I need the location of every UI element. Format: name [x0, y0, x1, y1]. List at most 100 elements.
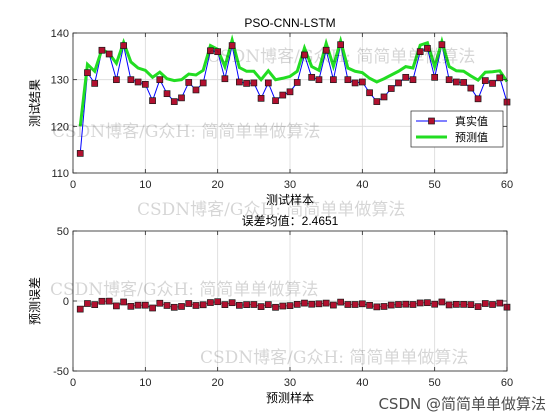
data-point: [105, 50, 113, 58]
data-point: [272, 97, 279, 105]
data-point: [293, 79, 301, 86]
data-point: [134, 78, 142, 86]
data-point: [402, 73, 410, 81]
data-point: [467, 84, 475, 92]
data-point: [236, 301, 243, 309]
data-point: [322, 299, 330, 307]
data-point: [293, 301, 301, 308]
data-point: [409, 76, 417, 84]
x-axis-label: 测试样本: [266, 192, 314, 207]
data-point: [481, 300, 489, 307]
y-tick-label: 50: [57, 226, 69, 238]
data-point: [373, 98, 381, 105]
chart-title: 误差均值：2.4651: [242, 213, 339, 228]
data-point: [496, 74, 504, 82]
data-point: [315, 300, 323, 308]
x-tick-label: 60: [501, 179, 513, 191]
data-point: [178, 303, 185, 310]
y-axis-label: 测试结果: [27, 79, 42, 127]
data-point: [199, 301, 207, 309]
data-point: [76, 150, 84, 157]
x-tick-label: 10: [139, 179, 151, 191]
data-point: [438, 298, 446, 306]
y-tick-label: 0: [63, 296, 69, 308]
data-point: [438, 41, 446, 49]
chart-title: PSO-CNN-LSTM: [244, 16, 335, 30]
x-tick-label: 30: [284, 377, 296, 389]
data-point: [76, 305, 84, 313]
x-tick-label: 50: [429, 179, 441, 191]
data-point: [366, 89, 373, 97]
x-tick-label: 40: [356, 377, 368, 389]
data-point: [250, 301, 258, 308]
data-point: [257, 303, 265, 310]
data-point: [395, 79, 402, 87]
data-point: [214, 48, 222, 56]
data-point: [489, 80, 496, 87]
data-point: [474, 303, 482, 310]
data-point: [460, 301, 467, 308]
x-tick-label: 0: [70, 377, 76, 389]
data-point: [301, 299, 308, 307]
data-point: [387, 85, 395, 92]
x-tick-label: 10: [139, 377, 151, 389]
data-point: [141, 80, 149, 88]
data-point: [424, 45, 431, 52]
data-point: [387, 301, 395, 309]
data-point: [424, 299, 431, 307]
data-point: [286, 88, 294, 96]
data-point: [207, 47, 214, 55]
data-point: [243, 80, 250, 87]
data-point: [149, 97, 156, 105]
legend-marker-true: [428, 117, 435, 125]
data-point: [120, 298, 127, 306]
data-point: [351, 301, 359, 308]
data-point: [395, 301, 402, 308]
data-point: [445, 301, 453, 309]
data-point: [416, 48, 424, 56]
data-point: [272, 303, 279, 311]
data-point: [257, 94, 265, 102]
data-point: [279, 91, 287, 99]
prediction-chart: 0 10 20 30 40 50 60 110 120 130 140 PSO-CNN-LSTM 测试样…: [27, 16, 513, 207]
data-point: [330, 76, 337, 84]
data-point: [98, 297, 106, 305]
data-point: [460, 79, 467, 86]
data-point: [250, 79, 258, 87]
data-point: [91, 301, 99, 308]
data-point: [453, 301, 460, 308]
data-point: [380, 303, 388, 310]
data-point: [84, 69, 91, 77]
data-point: [113, 302, 120, 310]
data-point: [185, 300, 193, 307]
data-point: [127, 76, 135, 84]
data-point: [431, 300, 439, 308]
data-point: [264, 79, 272, 87]
data-point: [481, 77, 489, 84]
watermark: CSDN博客/G众H: 简简单单做算法: [52, 122, 321, 142]
data-point: [264, 301, 272, 308]
data-point: [105, 297, 113, 305]
x-tick-label: 0: [70, 179, 76, 191]
data-point: [192, 86, 200, 94]
series-line-predicted: [78, 34, 509, 127]
data-point: [315, 76, 323, 84]
data-point: [228, 299, 236, 307]
data-point: [344, 76, 352, 84]
legend-box: [410, 110, 504, 148]
data-point: [185, 79, 193, 86]
y-tick-label: -50: [53, 366, 69, 378]
data-point: [84, 300, 91, 307]
data-point: [373, 303, 381, 311]
x-tick-label: 20: [212, 377, 224, 389]
data-point: [344, 301, 352, 308]
data-point: [170, 98, 178, 105]
x-tick-label: 50: [429, 377, 441, 389]
data-point: [467, 301, 475, 308]
data-point: [228, 42, 236, 49]
data-point: [214, 298, 222, 306]
data-point: [445, 76, 453, 84]
data-point: [221, 301, 229, 308]
